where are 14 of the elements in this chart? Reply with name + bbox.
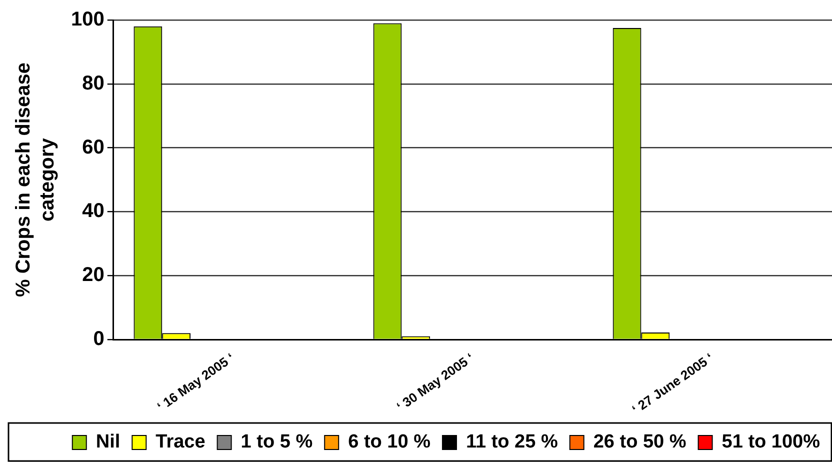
y-tick-label: 0 [93,328,104,350]
y-axis-title: % Crops in each disease category [12,62,59,298]
legend-label: Trace [156,432,206,453]
y-tick-label: 60 [82,136,104,158]
legend-label: 1 to 5 % [240,432,313,453]
y-tick-label: 20 [82,264,104,286]
legend-label: Nil [96,432,120,453]
legend-label: 11 to 25 % [466,432,558,453]
legend-label: 51 to 100% [722,432,820,453]
y-tick-label: 40 [82,200,104,222]
y-tick-label: 80 [82,72,104,94]
legend-label: 6 to 10 % [348,432,431,453]
legend-label: 26 to 50 % [593,432,686,453]
y-tick-label: 100 [70,8,104,31]
